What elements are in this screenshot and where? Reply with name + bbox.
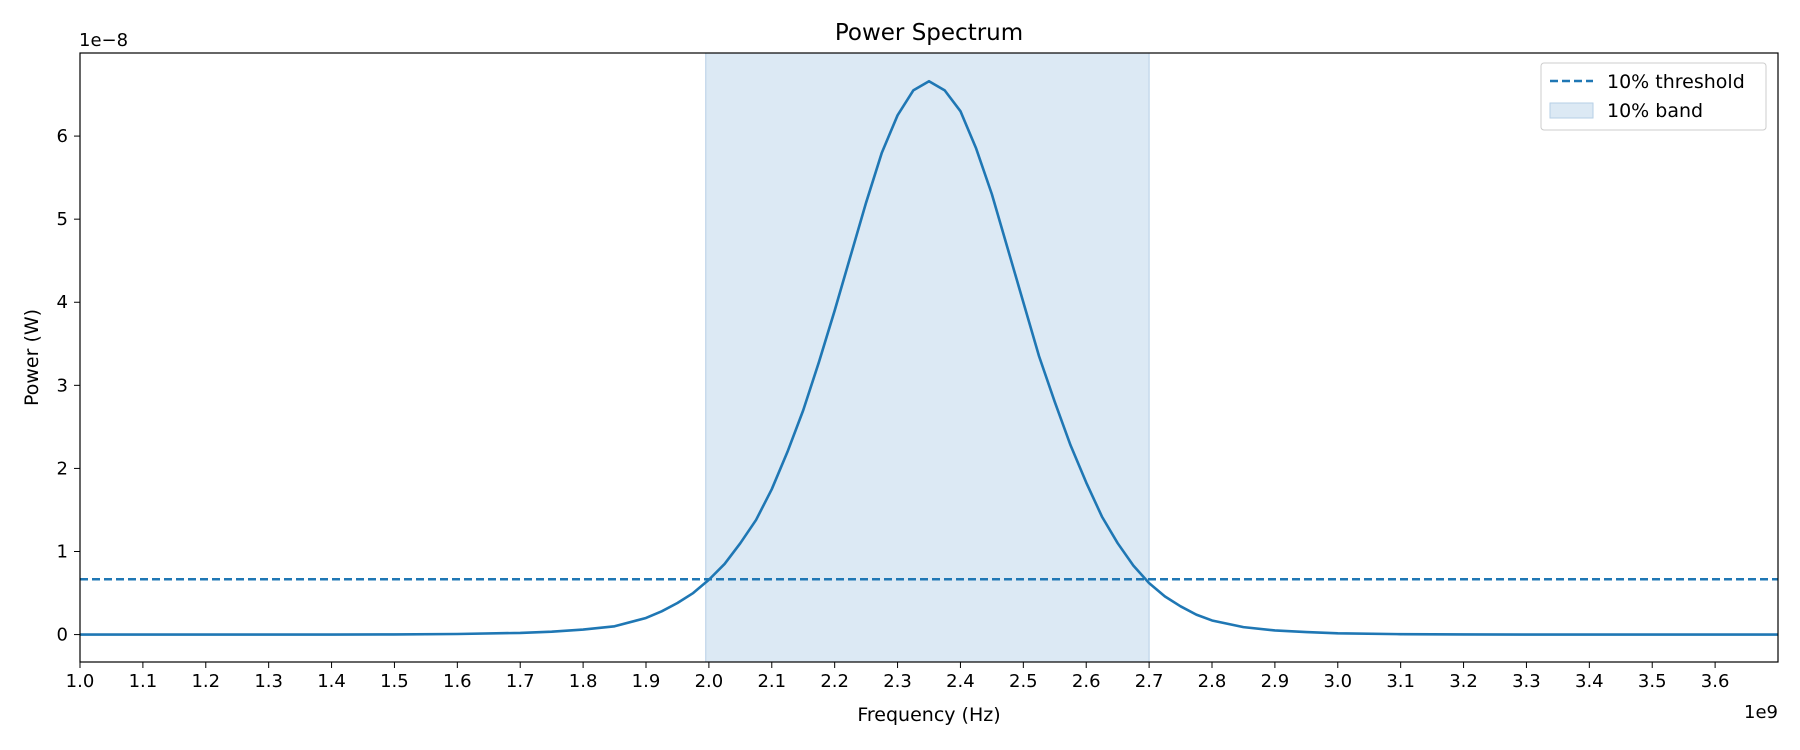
x-tick-label: 3.6 bbox=[1701, 671, 1730, 692]
legend-band-label: 10% band bbox=[1607, 100, 1703, 122]
x-tick-label: 2.8 bbox=[1198, 671, 1227, 692]
legend-threshold-label: 10% threshold bbox=[1607, 71, 1745, 93]
axes-frame bbox=[79, 52, 1779, 663]
x-tick-label: 2.1 bbox=[757, 671, 786, 692]
x-tick-label: 3.1 bbox=[1386, 671, 1415, 692]
y-axis-label: Power (W) bbox=[21, 309, 43, 406]
x-tick-label: 1.4 bbox=[317, 671, 346, 692]
legend-band-swatch bbox=[1549, 102, 1594, 119]
x-tick-label: 1.6 bbox=[443, 671, 472, 692]
y-axis-offset-label: 1e−8 bbox=[79, 30, 128, 51]
x-tick-label: 2.3 bbox=[883, 671, 912, 692]
x-tick-label: 3.4 bbox=[1575, 671, 1604, 692]
y-tick-label: 3 bbox=[57, 375, 68, 396]
band-region bbox=[705, 52, 1150, 663]
y-tick-label: 0 bbox=[57, 625, 68, 646]
x-tick-label: 2.2 bbox=[820, 671, 849, 692]
x-tick-label: 1.2 bbox=[191, 671, 220, 692]
legend-box bbox=[1540, 62, 1767, 131]
x-tick-label: 1.0 bbox=[66, 671, 95, 692]
y-tick-label: 5 bbox=[57, 209, 68, 230]
spectrum-line bbox=[80, 79, 1778, 636]
y-tick-label: 4 bbox=[57, 292, 68, 313]
x-tick-label: 2.5 bbox=[1009, 671, 1038, 692]
x-tick-label: 1.3 bbox=[254, 671, 283, 692]
x-axis-offset-label: 1e9 bbox=[1744, 702, 1778, 723]
x-tick-label: 1.1 bbox=[129, 671, 158, 692]
x-tick-label: 2.4 bbox=[946, 671, 975, 692]
x-tick-label: 3.2 bbox=[1449, 671, 1478, 692]
x-tick-label: 3.5 bbox=[1638, 671, 1667, 692]
x-tick-label: 3.3 bbox=[1512, 671, 1541, 692]
x-tick-label: 1.5 bbox=[380, 671, 409, 692]
x-tick-label: 1.7 bbox=[506, 671, 535, 692]
y-tick-label: 2 bbox=[57, 458, 68, 479]
x-tick-label: 1.9 bbox=[632, 671, 661, 692]
x-axis-label: Frequency (Hz) bbox=[857, 704, 1000, 726]
y-tick-label: 1 bbox=[57, 541, 68, 562]
chart-title: Power Spectrum bbox=[835, 20, 1023, 46]
x-tick-label: 2.7 bbox=[1135, 671, 1164, 692]
x-tick-label: 2.6 bbox=[1072, 671, 1101, 692]
x-tick-label: 2.9 bbox=[1261, 671, 1290, 692]
x-tick-label: 1.8 bbox=[569, 671, 598, 692]
x-tick-label: 2.0 bbox=[695, 671, 724, 692]
legend: 10% threshold 10% band bbox=[1540, 62, 1767, 131]
y-tick-label: 6 bbox=[57, 126, 68, 147]
x-tick-label: 3.0 bbox=[1323, 671, 1352, 692]
